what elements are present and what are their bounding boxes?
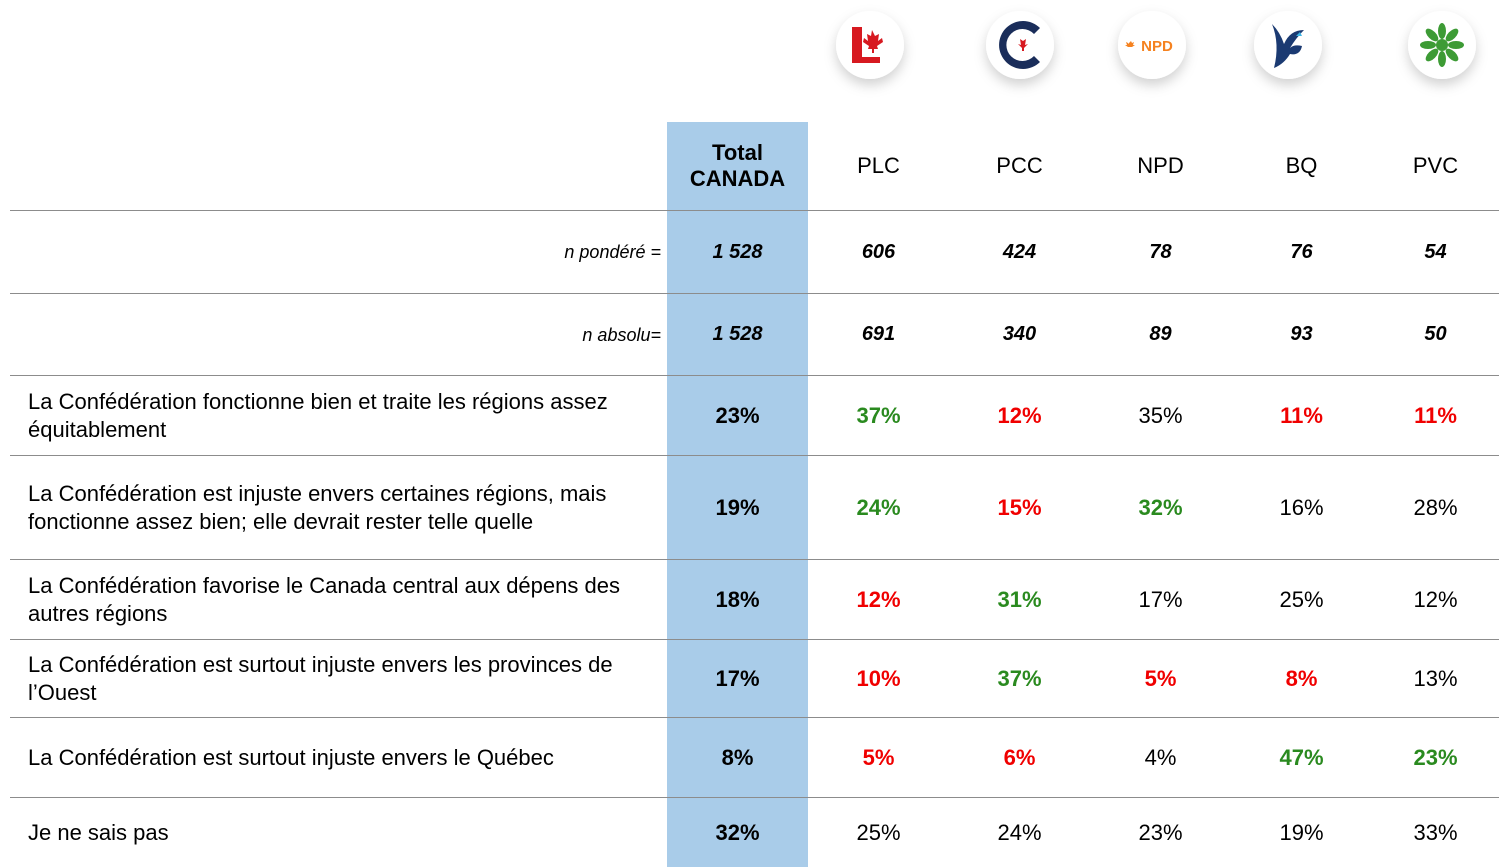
pcc-logo bbox=[986, 11, 1054, 79]
value-cell: 37% bbox=[808, 376, 949, 456]
value-cell: 12% bbox=[1372, 560, 1499, 640]
value-cell: 25% bbox=[856, 819, 901, 845]
value-cell: 25% bbox=[1231, 560, 1372, 640]
value-cell: 93 bbox=[1231, 294, 1372, 376]
row-label: La Confédération est surtout injuste env… bbox=[10, 718, 667, 798]
npd-logo: NPD bbox=[1118, 11, 1186, 79]
value-cell: 11% bbox=[1231, 376, 1372, 456]
value-cell: 19% bbox=[667, 456, 808, 560]
value-cell: 11% bbox=[1372, 376, 1499, 456]
row-label: n absolu= bbox=[10, 294, 667, 376]
npd-logo-text: NPD bbox=[1141, 38, 1173, 55]
value-cell: 35% bbox=[1090, 376, 1231, 456]
value-cell: 32% bbox=[667, 798, 808, 867]
column-header: PVC bbox=[1372, 122, 1499, 211]
value-cell: 12% bbox=[808, 560, 949, 640]
value-cell: 28% bbox=[1372, 456, 1499, 560]
party-logos: NPD bbox=[836, 11, 1476, 79]
header-blank bbox=[10, 122, 667, 211]
value-cell: 23% bbox=[1372, 718, 1499, 798]
value-cell: 4% bbox=[1090, 718, 1231, 798]
column-header: NPD bbox=[1090, 122, 1231, 211]
value-cell: 606 bbox=[808, 211, 949, 294]
value-cell: 33% bbox=[1413, 819, 1458, 845]
row-label: La Confédération fonctionne bien et trai… bbox=[10, 376, 667, 456]
value-cell: 1 528 bbox=[667, 294, 808, 376]
value-cell: 1 528 bbox=[667, 211, 808, 294]
value-cell: 5% bbox=[808, 718, 949, 798]
value-cell: 17% bbox=[1090, 560, 1231, 640]
results-table: Total CANADA PLC PCC NPD BQ PVC n pondéré = 1 5… bbox=[0, 122, 1499, 867]
value-cell: 18% bbox=[667, 560, 808, 640]
value-cell: 10% bbox=[808, 640, 949, 718]
plc-logo bbox=[836, 11, 904, 79]
value-cell: 424 bbox=[949, 211, 1090, 294]
pvc-logo bbox=[1408, 11, 1476, 79]
row-label: n pondéré = bbox=[10, 211, 667, 294]
value-cell: 12% bbox=[949, 376, 1090, 456]
value-cell: 340 bbox=[949, 294, 1090, 376]
bq-logo bbox=[1254, 11, 1322, 79]
row-label: La Confédération est injuste envers cert… bbox=[10, 456, 667, 560]
value-cell: 89 bbox=[1090, 294, 1231, 376]
value-cell: 54 bbox=[1372, 211, 1499, 294]
value-cell: 19% bbox=[1279, 819, 1324, 845]
value-cell: 32% bbox=[1090, 456, 1231, 560]
value-cell: 6% bbox=[949, 718, 1090, 798]
value-cell: 691 bbox=[808, 294, 949, 376]
row-label: Je ne sais pas bbox=[28, 819, 169, 845]
value-cell: 76 bbox=[1231, 211, 1372, 294]
value-cell: 23% bbox=[1138, 819, 1183, 845]
value-cell: 50 bbox=[1372, 294, 1499, 376]
value-cell: 31% bbox=[949, 560, 1090, 640]
value-cell: 8% bbox=[667, 718, 808, 798]
column-header: PLC bbox=[808, 122, 949, 211]
column-header: BQ bbox=[1231, 122, 1372, 211]
column-header: PCC bbox=[949, 122, 1090, 211]
value-cell: 23% bbox=[667, 376, 808, 456]
value-cell: 15% bbox=[949, 456, 1090, 560]
value-cell: 37% bbox=[949, 640, 1090, 718]
value-cell: 16% bbox=[1231, 456, 1372, 560]
value-cell: 13% bbox=[1372, 640, 1499, 718]
value-cell: 24% bbox=[997, 819, 1042, 845]
value-cell: 17% bbox=[667, 640, 808, 718]
value-cell: 47% bbox=[1231, 718, 1372, 798]
row-label: La Confédération est surtout injuste env… bbox=[10, 640, 667, 718]
value-cell: 78 bbox=[1090, 211, 1231, 294]
value-cell: 8% bbox=[1231, 640, 1372, 718]
value-cell: 24% bbox=[808, 456, 949, 560]
row-label: La Confédération favorise le Canada cent… bbox=[10, 560, 667, 640]
column-header: Total CANADA bbox=[667, 122, 808, 211]
value-cell: 5% bbox=[1090, 640, 1231, 718]
